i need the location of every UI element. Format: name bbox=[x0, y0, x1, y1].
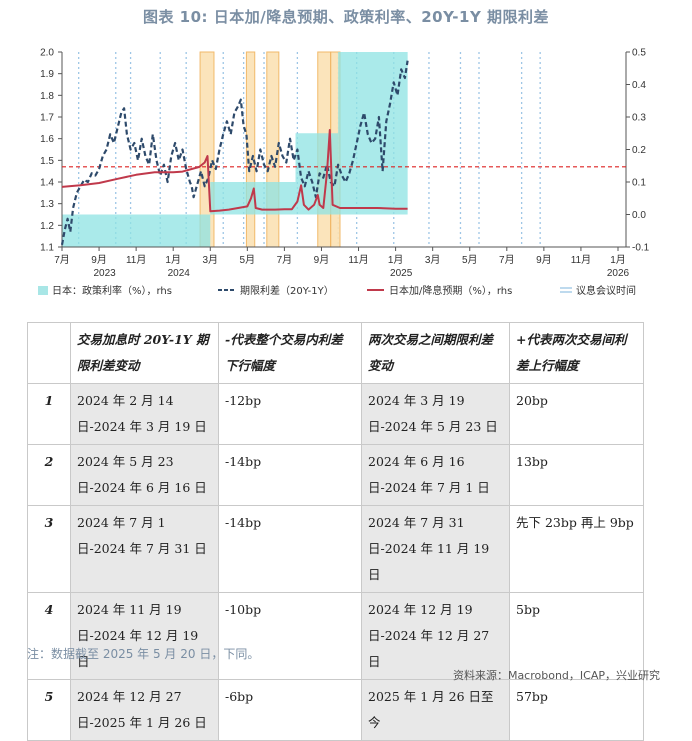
legend-label-spread: 期限利差（20Y-1Y） bbox=[240, 284, 334, 297]
x-year-label: 2026 bbox=[607, 268, 630, 279]
x-tick-label: 7月 bbox=[277, 254, 293, 266]
right-tick-label: 0.4 bbox=[632, 80, 646, 91]
cell-between-change: 先下 23bp 再上 9bp bbox=[509, 505, 644, 593]
x-year-label: 2023 bbox=[94, 268, 117, 279]
right-tick-label: 0.3 bbox=[632, 113, 646, 124]
header-between-change: +代表两次交易间利差上行幅度 bbox=[509, 322, 644, 384]
cell-between-change: 20bp bbox=[509, 383, 644, 445]
legend-label-expectation: 日本加/降息预期（%），rhs bbox=[389, 284, 512, 297]
cell-between-period: 2024 年 3 月 19 日-2024 年 5 月 23 日 bbox=[361, 383, 510, 445]
trade-period-band bbox=[245, 51, 256, 248]
right-tick-label: -0.1 bbox=[632, 243, 650, 254]
header-index bbox=[27, 322, 71, 384]
cell-between-change: 57bp bbox=[509, 679, 644, 741]
x-tick-label: 1月 bbox=[610, 254, 626, 266]
table-row: 1 2024 年 2 月 14 日-2024 年 3 月 19 日 -12bp … bbox=[27, 383, 644, 445]
cell-between-change: 13bp bbox=[509, 444, 644, 506]
cell-between-period: 2024 年 7 月 31 日-2024 年 11 月 19 日 bbox=[361, 505, 510, 593]
legend-label-policy: 日本：政策利率（%），rhs bbox=[52, 284, 172, 297]
x-year-label: 2025 bbox=[390, 268, 413, 279]
x-tick-label: 1月 bbox=[388, 254, 404, 266]
x-tick-label: 9月 bbox=[91, 254, 107, 266]
cell-trade-change: -12bp bbox=[218, 383, 362, 445]
trade-period-band bbox=[266, 51, 280, 248]
header-trade-period: 交易加息时 20Y-1Y 期限利差变动 bbox=[70, 322, 219, 384]
x-tick-label: 3月 bbox=[202, 254, 218, 266]
rate-expectation-line bbox=[61, 129, 408, 213]
left-tick-label: 1.1 bbox=[40, 243, 54, 254]
cell-between-period: 2024 年 12 月 19 日-2024 年 12 月 27 日 bbox=[361, 592, 510, 680]
left-tick-label: 1.9 bbox=[40, 69, 54, 80]
right-tick-label: 0.2 bbox=[632, 145, 646, 156]
row-index: 1 bbox=[27, 383, 71, 445]
x-year-label: 2024 bbox=[168, 268, 191, 279]
legend-label-meeting: 议息会议时间 bbox=[576, 284, 636, 297]
cell-trade-change: -14bp bbox=[218, 444, 362, 506]
x-tick-label: 3月 bbox=[425, 254, 441, 266]
table-row: 5 2024 年 12 月 27 日-2025 年 1 月 26 日 -6bp … bbox=[27, 679, 644, 741]
x-tick-label: 11月 bbox=[571, 254, 591, 266]
footnote: 注：数据截至 2025 年 5 月 20 日，下同。 bbox=[27, 647, 260, 661]
trade-table: 交易加息时 20Y-1Y 期限利差变动 -代表整个交易内利差下行幅度 两次交易之… bbox=[27, 322, 644, 741]
row-index: 4 bbox=[27, 592, 71, 680]
cell-between-period: 2024 年 6 月 16 日-2024 年 7 月 1 日 bbox=[361, 444, 510, 506]
cell-trade-change: -14bp bbox=[218, 505, 362, 593]
x-tick-label: 11月 bbox=[348, 254, 368, 266]
table-row: 2 2024 年 5 月 23 日-2024 年 6 月 16 日 -14bp … bbox=[27, 444, 644, 506]
left-tick-label: 1.7 bbox=[40, 113, 54, 124]
left-tick-label: 1.5 bbox=[40, 156, 54, 167]
cell-between-change: 5bp bbox=[509, 592, 644, 680]
cell-trade-period: 2024 年 11 月 19 日-2024 年 12 月 19 日 bbox=[70, 592, 219, 680]
cell-trade-period: 2024 年 5 月 23 日-2024 年 6 月 16 日 bbox=[70, 444, 219, 506]
x-tick-label: 9月 bbox=[314, 254, 330, 266]
right-tick-label: 0.0 bbox=[632, 210, 646, 221]
right-tick-label: 0.5 bbox=[632, 48, 646, 59]
left-tick-label: 1.3 bbox=[40, 199, 54, 210]
x-tick-label: 9月 bbox=[536, 254, 552, 266]
cell-trade-period: 2024 年 2 月 14 日-2024 年 3 月 19 日 bbox=[70, 383, 219, 445]
row-index: 2 bbox=[27, 444, 71, 506]
source-note: 资料来源：Macrobond，ICAP，兴业研究 bbox=[452, 669, 660, 682]
left-tick-label: 1.6 bbox=[40, 134, 54, 145]
term-spread-line bbox=[60, 60, 409, 246]
table-row: 4 2024 年 11 月 19 日-2024 年 12 月 19 日 -10b… bbox=[27, 592, 644, 680]
x-tick-label: 5月 bbox=[240, 254, 256, 266]
cell-trade-change: -10bp bbox=[218, 592, 362, 680]
cell-trade-period: 2024 年 7 月 1 日-2024 年 7 月 31 日 bbox=[70, 505, 219, 593]
header-trade-change: -代表整个交易内利差下行幅度 bbox=[218, 322, 362, 384]
x-tick-label: 5月 bbox=[462, 254, 478, 266]
left-tick-label: 1.8 bbox=[40, 91, 54, 102]
chart: 1.1 1.2 1.3 1.4 1.5 1.6 1.7 1.8 1.9 2.0 -0.1 0.0 0.1… bbox=[38, 48, 650, 297]
left-tick-label: 2.0 bbox=[40, 48, 54, 59]
cell-between-period: 2025 年 1 月 26 日至今 bbox=[361, 679, 510, 741]
x-tick-label: 1月 bbox=[165, 254, 181, 266]
x-tick-label: 11月 bbox=[126, 254, 146, 266]
cell-trade-period: 2024 年 12 月 27 日-2025 年 1 月 26 日 bbox=[70, 679, 219, 741]
row-index: 3 bbox=[27, 505, 71, 593]
x-tick-label: 7月 bbox=[54, 254, 70, 266]
left-tick-label: 1.2 bbox=[40, 221, 54, 232]
header-between-period: 两次交易之间期限利差变动 bbox=[361, 322, 510, 384]
table-header-row: 交易加息时 20Y-1Y 期限利差变动 -代表整个交易内利差下行幅度 两次交易之… bbox=[27, 322, 644, 384]
row-index: 5 bbox=[27, 679, 71, 741]
right-tick-label: 0.1 bbox=[632, 178, 646, 189]
legend-swatch-policy bbox=[38, 286, 48, 295]
x-tick-label: 7月 bbox=[499, 254, 515, 266]
left-tick-label: 1.4 bbox=[40, 178, 54, 189]
policy-rate-area bbox=[338, 52, 408, 215]
policy-rate-area bbox=[62, 214, 211, 247]
cell-trade-change: -6bp bbox=[218, 679, 362, 741]
figure-title: 图表 10: 日本加/降息预期、政策利率、20Y-1Y 期限利差 bbox=[142, 8, 550, 26]
table-row: 3 2024 年 7 月 1 日-2024 年 7 月 31 日 -14bp 2… bbox=[27, 505, 644, 593]
